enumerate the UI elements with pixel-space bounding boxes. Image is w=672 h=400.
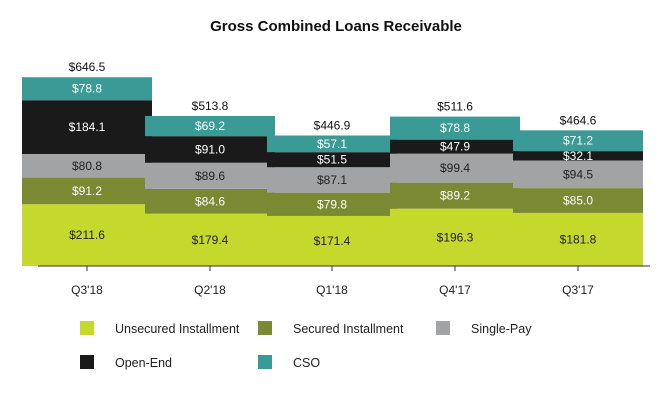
segment-value-label: $91.0	[195, 142, 225, 156]
segment-value-label: $78.8	[72, 82, 102, 96]
bar-segment-single-pay	[22, 153, 152, 178]
bar-segment-open-end	[513, 151, 643, 161]
bar-segment-cso	[267, 135, 397, 153]
x-tick-label: Q4'17	[439, 283, 471, 297]
x-tick-label: Q1'18	[316, 283, 348, 297]
segment-value-label: $179.4	[192, 233, 229, 247]
bar-segment-secured-installment	[22, 177, 152, 205]
segment-value-label: $94.5	[563, 167, 593, 181]
segment-value-label: $80.8	[72, 159, 102, 173]
bar-segment-single-pay	[267, 167, 397, 193]
bar-segment-secured-installment	[145, 188, 275, 214]
legend-swatch-cso	[258, 355, 272, 369]
legend-label: Secured Installment	[293, 322, 404, 336]
legend-swatch-secured-installment	[258, 321, 272, 335]
segment-value-label: $89.6	[195, 169, 225, 183]
bar-segment-secured-installment	[267, 192, 397, 216]
legend-label: Open-End	[115, 356, 172, 370]
bar-total-label: $511.6	[437, 100, 473, 114]
segment-value-label: $87.1	[317, 173, 347, 187]
segment-value-label: $51.5	[317, 153, 347, 167]
legend-swatch-open-end	[80, 355, 94, 369]
bar-segment-unsecured-installment	[267, 215, 397, 266]
bar-total-label: $646.5	[69, 60, 106, 74]
bar-segment-open-end	[22, 100, 152, 154]
bar-segment-open-end	[145, 136, 275, 163]
segment-value-label: $85.0	[563, 194, 593, 208]
segment-value-label: $184.1	[69, 120, 106, 134]
bar-segment-single-pay	[390, 153, 520, 183]
segment-value-label: $171.4	[314, 234, 351, 248]
bar-segment-secured-installment	[390, 182, 520, 209]
bar-segment-single-pay	[513, 160, 643, 189]
segment-value-label: $196.3	[437, 230, 474, 244]
bar-segment-open-end	[267, 152, 397, 168]
bar-segment-cso	[390, 116, 520, 140]
segment-value-label: $211.6	[69, 228, 105, 242]
x-tick-label: Q3'18	[71, 283, 103, 297]
bar-segment-cso	[22, 77, 152, 101]
chart-title: Gross Combined Loans Receivable	[210, 18, 462, 35]
segment-value-label: $89.2	[440, 189, 470, 203]
segment-value-label: $78.8	[440, 121, 470, 135]
bar-segment-secured-installment	[513, 188, 643, 213]
bar-segment-single-pay	[145, 162, 275, 189]
legend-label: Unsecured Installment	[115, 322, 240, 336]
bar-segment-unsecured-installment	[390, 208, 520, 266]
segment-value-label: $57.1	[317, 137, 347, 151]
x-tick-label: Q2'18	[194, 283, 226, 297]
bar-segment-open-end	[390, 139, 520, 154]
bar-segment-unsecured-installment	[513, 212, 643, 266]
segment-value-label: $84.6	[195, 194, 225, 208]
bar-segment-cso	[145, 115, 275, 137]
legend-label: Single-Pay	[471, 322, 532, 336]
segment-value-label: $91.2	[72, 184, 102, 198]
legend-label: CSO	[293, 356, 320, 370]
bar-segment-unsecured-installment	[22, 204, 152, 266]
segment-value-label: $32.1	[563, 149, 593, 163]
x-tick-label: Q3'17	[562, 283, 594, 297]
segment-value-label: $181.8	[560, 232, 597, 246]
legend: Unsecured Installment Secured Installment…	[80, 321, 532, 370]
segment-value-label: $47.9	[440, 140, 470, 154]
legend-swatch-unsecured-installment	[80, 321, 94, 335]
bar-total-label: $446.9	[314, 119, 351, 133]
bars-layer: $211.6 $91.2 $80.8 $184.1 $78.8 $646.5 $179.4 $…	[22, 60, 643, 266]
bar-segment-unsecured-installment	[145, 213, 275, 266]
segment-value-label: $69.2	[195, 119, 225, 133]
segment-value-label: $79.8	[317, 197, 347, 211]
legend-swatch-single-pay	[436, 321, 450, 335]
x-axis-ticks: Q3'18 Q2'18 Q1'18 Q4'17 Q3'17	[71, 266, 594, 297]
segment-value-label: $71.2	[563, 134, 593, 148]
bar-total-label: $513.8	[192, 99, 229, 113]
bar-total-label: $464.6	[560, 113, 597, 127]
bar-segment-cso	[513, 130, 643, 152]
segment-value-label: $99.4	[440, 161, 470, 175]
